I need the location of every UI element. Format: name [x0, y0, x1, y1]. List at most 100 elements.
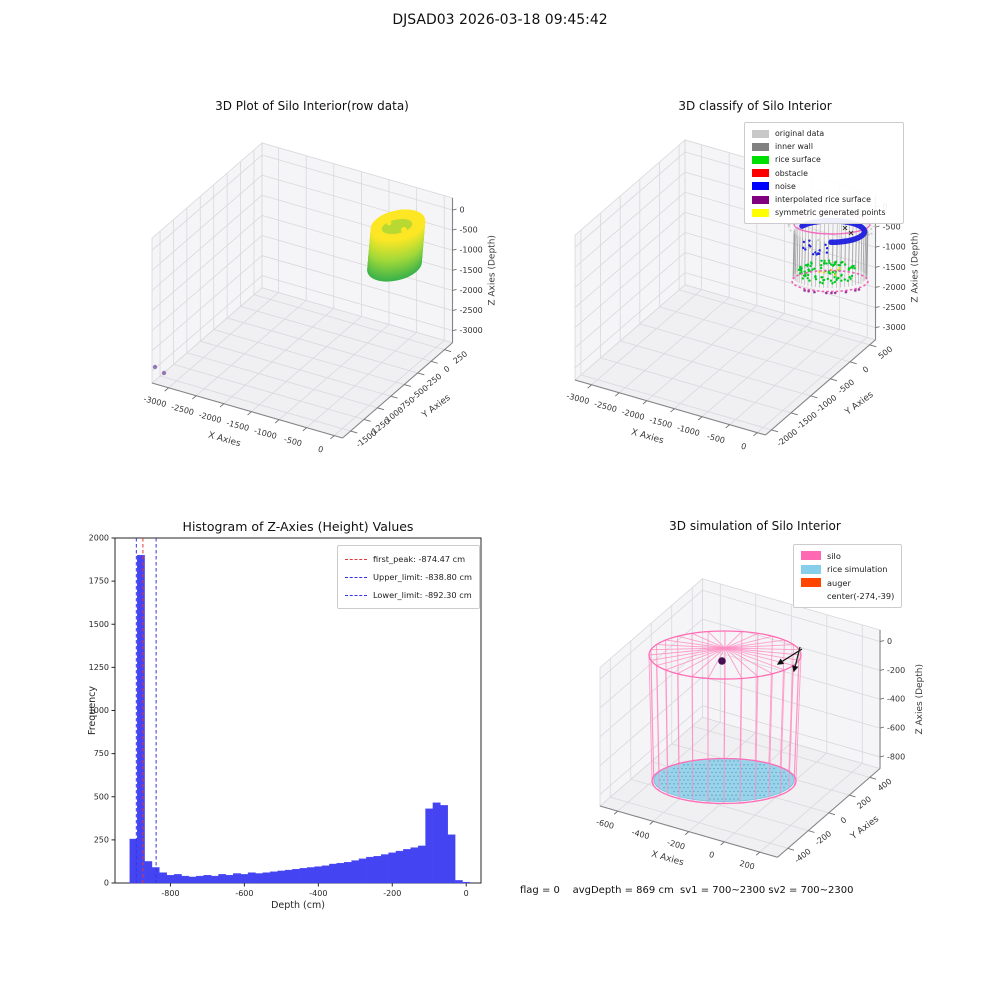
tick-label: -2000	[460, 286, 483, 295]
tick-label: -1500	[354, 428, 378, 449]
tick-label: -500	[883, 223, 901, 232]
legend-item: obstacle	[752, 167, 896, 180]
legend-label: rice surface	[775, 155, 821, 165]
legend-label: first_peak: -874.47 cm	[373, 554, 466, 564]
tick-label: -1500	[225, 418, 250, 433]
legend-item: interpolated rice surface	[752, 193, 896, 206]
tick-label: -500	[706, 432, 726, 445]
tick-label: -1000	[676, 423, 701, 438]
tick-label: X Axies	[650, 850, 685, 869]
legend-swatch	[752, 208, 769, 217]
tick-label: 1750	[89, 577, 109, 586]
tick-label: 200	[855, 795, 873, 811]
legend-label: rice simulation	[827, 564, 888, 575]
tick-label: -500	[836, 378, 856, 396]
legend-item: first_peak: -874.47 cm	[345, 550, 472, 568]
tick-label: 200	[739, 859, 756, 872]
tick-label: -3000	[883, 323, 906, 332]
legend-item: inner wall	[752, 140, 896, 153]
tick-label: -600	[235, 889, 253, 898]
tick-label: -200	[666, 838, 686, 851]
tick-label: -1500	[460, 266, 483, 275]
tick-label: Z Axies (Depth)	[488, 235, 498, 306]
tick-label: 0	[708, 850, 715, 860]
tick-label: -800	[161, 889, 179, 898]
legend-label: obstacle	[775, 168, 808, 178]
legend-label: Lower_limit: -892.30 cm	[373, 590, 472, 600]
tick-label: -800	[887, 752, 905, 761]
tick-label: -200	[813, 829, 833, 847]
tick-label: -2000	[621, 407, 646, 422]
status-footer: flag = 0 avgDepth = 869 cm sv1 = 700~230…	[520, 885, 854, 896]
legend-label: Upper_limit: -838.80 cm	[373, 572, 472, 582]
tick-label: -2500	[593, 399, 618, 414]
legend-label: center(-274,-39)	[827, 591, 895, 602]
tick-label: 0	[460, 206, 465, 215]
tick-label: -400	[887, 695, 905, 704]
legend-item: noise	[752, 180, 896, 193]
legend-label: original data	[775, 129, 825, 139]
legend-item: rice surface	[752, 153, 896, 166]
legend-label: symmetric generated points	[775, 208, 886, 218]
legend-swatch	[345, 594, 367, 596]
tick-label: Y Axies	[843, 390, 876, 418]
legend-label: noise	[775, 181, 796, 191]
legend-swatch	[752, 155, 769, 164]
tick-label: -1500	[795, 410, 819, 431]
tick-label: -1000	[460, 246, 483, 255]
plot-title-raw: 3D Plot of Silo Interior(row data)	[215, 99, 409, 113]
tick-label: Z Axies (Depth)	[915, 664, 925, 735]
legend-item: center(-274,-39)	[801, 590, 894, 604]
histogram-axes: -800 -600 -400 -200 0 0 250 500 750 1000 1250 1500 1…	[87, 534, 482, 911]
classify-clusters	[787, 213, 876, 295]
tick-label: Y Axies	[420, 393, 453, 421]
raw-3d-axes: -3000-2500-2000-1500-1000-50002500-250-5…	[143, 142, 498, 455]
tick-label: 400	[876, 777, 894, 793]
tick-label: 1500	[89, 620, 109, 629]
tick-label: -500	[283, 435, 303, 448]
legend-item: auger	[801, 576, 894, 590]
raw-point-cloud	[152, 209, 426, 376]
tick-label: 0	[839, 815, 848, 825]
plot-title-simulation: 3D simulation of Silo Interior	[669, 519, 841, 533]
legend-label: interpolated rice surface	[775, 195, 871, 205]
tick-label: -3000	[566, 391, 591, 406]
tick-label: -1500	[648, 415, 673, 430]
tick-label: -1000	[883, 243, 906, 252]
legend-swatch	[345, 576, 367, 578]
tick-label: -2500	[460, 306, 483, 315]
tick-label: -500	[460, 226, 478, 235]
legend-swatch	[752, 142, 769, 151]
legend-item: Upper_limit: -838.80 cm	[345, 568, 472, 586]
tick-label: -400	[309, 889, 327, 898]
tick-label: X Axies	[207, 431, 242, 450]
tick-label: 750	[94, 749, 109, 758]
legend-swatch	[801, 551, 821, 561]
tick-label: -200	[887, 666, 905, 675]
tick-label: Y Axies	[848, 814, 881, 842]
legend-item: Lower_limit: -892.30 cm	[345, 586, 472, 604]
tick-label: 0	[464, 889, 469, 898]
legend-swatch	[801, 564, 821, 574]
tick-label: 0	[861, 365, 870, 375]
tick-label: -3000	[143, 394, 168, 409]
tick-label: 0	[317, 445, 324, 455]
legend-simulation: silo rice simulation auger center(-274,-39)	[793, 544, 903, 608]
tick-label: 250	[451, 349, 469, 365]
tick-label: Frequency	[87, 686, 98, 735]
tick-label: X Axies	[630, 428, 665, 447]
tick-label: 500	[94, 792, 109, 801]
tick-label: -600	[887, 724, 905, 733]
tick-label: -600	[595, 818, 615, 831]
legend-label: silo	[827, 550, 841, 561]
plot-title-classify: 3D classify of Silo Interior	[678, 99, 832, 113]
tick-label: -2500	[883, 303, 906, 312]
legend-item: silo	[801, 549, 894, 563]
legend-label: auger	[827, 577, 851, 588]
tick-label: -2500	[170, 402, 195, 417]
legend-swatch	[752, 169, 769, 178]
tick-label: -2000	[775, 427, 799, 448]
simulation-3d-axes: -600-400-20002004002000-200-4000-200-400…	[595, 577, 925, 872]
tick-label: 2000	[89, 534, 109, 543]
legend-label: inner wall	[775, 142, 814, 152]
